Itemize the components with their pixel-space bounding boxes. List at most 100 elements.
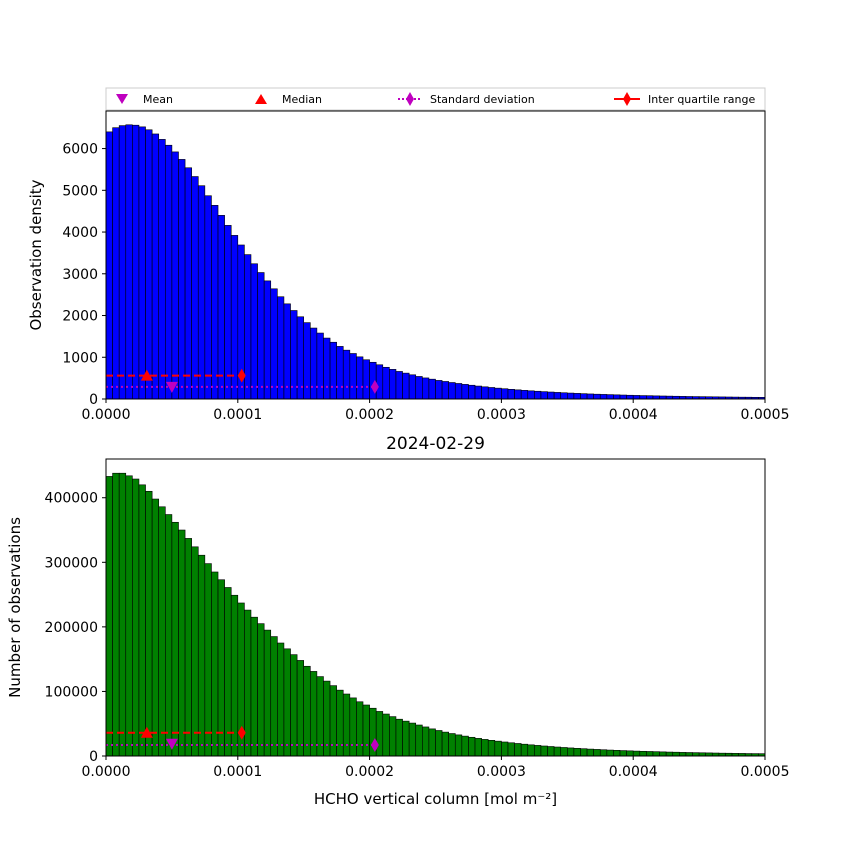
y-axis: 0 100000 200000 300000 400000 xyxy=(45,491,106,765)
histogram-bar xyxy=(263,280,272,400)
histogram-bar xyxy=(468,384,476,400)
histogram-bar xyxy=(277,296,285,400)
histogram-bar xyxy=(362,704,370,757)
histogram-bar xyxy=(527,744,535,757)
histogram-bar xyxy=(632,750,641,757)
histogram-bar xyxy=(415,376,423,400)
histogram-bar xyxy=(178,159,186,400)
diamond-icon xyxy=(406,92,414,106)
y-axis-label: Number of observations xyxy=(6,517,24,698)
histogram-bar xyxy=(389,369,397,400)
histogram-bar xyxy=(178,529,186,757)
histogram-bar xyxy=(606,749,614,757)
histogram-bar xyxy=(461,735,469,757)
histogram-bar xyxy=(342,349,351,400)
histogram-bar xyxy=(349,353,357,400)
histogram-bar xyxy=(586,748,594,757)
histogram-bar xyxy=(553,392,562,400)
histogram-bar xyxy=(646,751,654,757)
histogram-bar xyxy=(250,616,258,757)
histogram-bar xyxy=(619,750,627,757)
histogram-bar xyxy=(540,745,548,757)
histogram-bar xyxy=(422,377,430,400)
histogram-bar xyxy=(309,327,318,400)
histogram-bar xyxy=(395,718,403,757)
histogram-bar xyxy=(507,389,515,400)
histogram-bar xyxy=(507,742,515,757)
histogram-bar xyxy=(197,554,206,757)
histogram-bar xyxy=(408,374,417,400)
histogram-bar xyxy=(553,746,562,757)
histogram-bar xyxy=(402,720,410,757)
histogram-bar xyxy=(619,394,627,400)
histogram-bar xyxy=(534,390,542,400)
histogram-bar xyxy=(132,124,140,400)
histogram-bar xyxy=(118,125,127,400)
histogram-bar xyxy=(145,129,153,400)
histogram-bar xyxy=(290,654,298,757)
histogram-bar xyxy=(573,748,581,757)
histogram-bar xyxy=(217,579,225,757)
histogram-bar xyxy=(613,750,621,757)
legend-label-median: Median xyxy=(282,93,322,106)
histogram-bar xyxy=(659,751,667,757)
histogram-bar xyxy=(382,713,390,757)
histogram-bar xyxy=(165,514,173,757)
histogram-bars xyxy=(105,124,766,400)
histogram-bar xyxy=(402,372,410,400)
histogram-bar xyxy=(395,371,403,400)
histogram-bar xyxy=(197,185,206,400)
histogram-bar xyxy=(428,378,436,400)
histogram-bar xyxy=(599,394,608,400)
statistics-markers xyxy=(106,368,379,394)
y-axis: 0 1000 2000 3000 4000 5000 6000 xyxy=(62,142,106,408)
histogram-bar xyxy=(435,730,443,757)
histogram-bar xyxy=(270,288,278,400)
histogram-bar xyxy=(626,394,634,400)
histogram-bar xyxy=(277,642,285,757)
statistics-markers xyxy=(106,725,379,753)
x-tick-label: 0.0004 xyxy=(609,764,658,780)
x-tick-label: 0.0005 xyxy=(741,764,790,780)
iqr-diamond-icon xyxy=(237,725,246,740)
chart-title: 2024-02-29 xyxy=(386,434,485,454)
histogram-bar xyxy=(454,383,463,400)
x-axis-label: HCHO vertical column [mol m⁻²] xyxy=(314,790,557,808)
x-tick-label: 0.0000 xyxy=(82,764,131,780)
histogram-bar xyxy=(415,724,423,757)
y-tick-label: 1000 xyxy=(62,350,98,366)
histogram-bar xyxy=(441,731,449,757)
histogram-bar xyxy=(566,747,575,757)
histogram-bar xyxy=(224,225,232,400)
histogram-bar xyxy=(560,392,568,400)
histogram-bar xyxy=(283,648,291,757)
histogram-bar xyxy=(481,739,489,757)
legend: Mean Median Standard deviation Inter qua… xyxy=(105,87,766,111)
histogram-bar xyxy=(138,484,146,757)
y-axis-label: Observation density xyxy=(27,179,45,330)
mean-marker-icon xyxy=(116,94,128,104)
histogram-bar xyxy=(501,741,509,757)
histogram-bar xyxy=(448,382,456,400)
histogram-bar xyxy=(217,215,225,400)
x-axis: 0.0000 0.0001 0.0002 0.0003 0.0004 0.0005 xyxy=(82,756,790,780)
histogram-bar xyxy=(296,660,304,757)
histogram-bar xyxy=(593,393,601,400)
histogram-bar xyxy=(171,151,179,400)
y-tick-label: 5000 xyxy=(62,183,98,199)
x-tick-label: 0.0000 xyxy=(82,407,131,423)
y-tick-label: 300000 xyxy=(45,555,98,571)
legend-entry-mean: Mean xyxy=(116,93,173,106)
histogram-bar xyxy=(165,144,173,400)
x-tick-label: 0.0001 xyxy=(213,407,262,423)
histogram-bar xyxy=(323,337,331,400)
histogram-bar xyxy=(184,538,192,757)
bottom-histogram-panel: 0.0000 0.0001 0.0002 0.0003 0.0004 0.0005 0 100… xyxy=(6,434,790,808)
histogram-bar xyxy=(560,747,568,757)
histogram-bar xyxy=(474,738,482,757)
histogram-bar xyxy=(375,364,384,400)
histogram-bar xyxy=(204,195,212,400)
y-tick-label: 2000 xyxy=(62,309,98,325)
histogram-bar xyxy=(626,750,634,757)
histogram-bar xyxy=(422,726,430,757)
